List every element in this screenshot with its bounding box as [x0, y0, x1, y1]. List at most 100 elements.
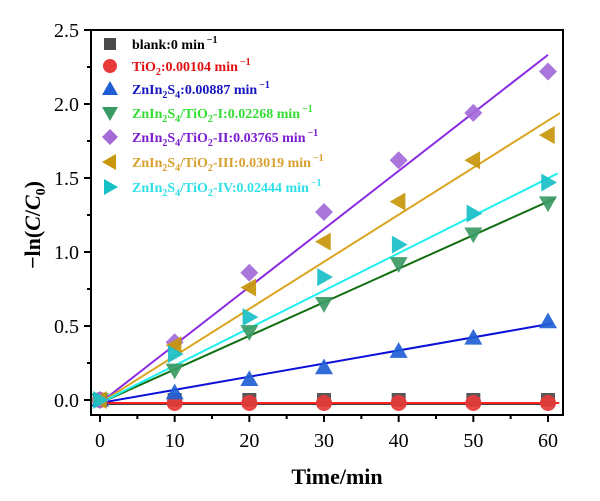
- data-point: [391, 235, 408, 254]
- legend-label-part: 4: [175, 90, 180, 101]
- y-tick-label: 0.0: [54, 390, 79, 412]
- legend-label-part: 2: [208, 114, 213, 125]
- legend-label-part: 2: [162, 188, 167, 199]
- data-point: [541, 173, 557, 192]
- data-point: [241, 394, 258, 411]
- y-tick-label: 1.0: [54, 242, 79, 264]
- legend-label-part: 4: [175, 114, 180, 125]
- legend-label-part: -IV:0.02444 min: [213, 181, 309, 196]
- legend-label-part: -III:0.03019 min: [213, 156, 311, 171]
- data-markers: [91, 62, 557, 411]
- legend-label-part: S: [167, 131, 175, 146]
- legend-label-part: 4: [175, 163, 180, 174]
- legend-label-part: 2: [208, 138, 213, 149]
- data-point: [540, 394, 556, 411]
- data-point: [93, 391, 109, 409]
- plot-frame: [90, 29, 564, 416]
- data-point: [315, 358, 333, 375]
- legend-label: ZnIn2S4/TiO2-I:0.02268 min −1: [132, 104, 313, 125]
- legend-label-part: S: [167, 156, 175, 171]
- legend-label-part: blank:0 min: [132, 38, 205, 53]
- legend-label: TiO2:0.00104 min −1: [132, 57, 251, 78]
- data-point: [390, 394, 407, 411]
- series-znin2s4-tio2-iv: [93, 173, 557, 409]
- legend-label-part: 2: [156, 67, 161, 78]
- data-point: [316, 394, 332, 411]
- legend-label-part: −1: [207, 35, 218, 46]
- data-point: [167, 345, 184, 364]
- y-tick-label: 2.5: [54, 20, 79, 42]
- legend-label-part: ZnIn: [132, 131, 163, 146]
- x-tick-label: 40: [389, 430, 409, 452]
- x-axis-title: Time/min: [291, 464, 382, 489]
- legend-item: ZnIn2S4:0.00887 min −1: [102, 80, 270, 101]
- y-tick-label: 2.0: [54, 94, 79, 116]
- data-point: [464, 328, 483, 345]
- legend-marker: [104, 38, 116, 50]
- legend-label-part: −1: [307, 128, 318, 139]
- legend-label: ZnIn2S4/TiO2-III:0.03019 min −1: [132, 153, 324, 174]
- legend-label-part: -II:0.03765 min: [213, 131, 306, 146]
- legend-label-part: 2: [162, 163, 167, 174]
- legend-marker: [103, 59, 117, 73]
- legend-label-part: /TiO: [179, 181, 208, 196]
- y-axis-title: −ln(C/C0): [20, 181, 49, 269]
- x-axis: 0 10 20 30 40 50 60: [95, 415, 558, 452]
- data-point: [539, 312, 557, 329]
- legend-label-part: 4: [175, 138, 180, 149]
- legend-marker: [102, 107, 118, 121]
- legend-label: blank:0 min −1: [132, 35, 217, 53]
- data-point: [464, 151, 481, 170]
- data-point: [315, 232, 331, 251]
- legend-label-part: S: [167, 107, 175, 122]
- data-point: [317, 268, 333, 287]
- y-title-part: ): [20, 181, 45, 188]
- data-point: [315, 203, 333, 222]
- legend-label-part: 2: [162, 90, 167, 101]
- data-point: [465, 394, 482, 411]
- data-point: [389, 257, 408, 273]
- data-point: [464, 227, 483, 244]
- data-point: [539, 62, 557, 81]
- x-tick-label: 50: [463, 430, 483, 452]
- legend-label-part: /TiO: [179, 107, 208, 122]
- legend-label-part: ZnIn: [132, 83, 163, 98]
- legend-item: ZnIn2S4/TiO2-IV:0.02444 min −1: [104, 178, 322, 199]
- x-tick-label: 60: [538, 430, 558, 452]
- x-tick-label: 10: [165, 430, 185, 452]
- legend-label-part: ZnIn: [132, 156, 163, 171]
- legend-item: ZnIn2S4/TiO2-I:0.02268 min −1: [102, 104, 313, 125]
- legend-label-part: /TiO: [179, 131, 208, 146]
- data-point: [240, 278, 257, 297]
- legend-marker: [102, 81, 118, 95]
- legend-item: ZnIn2S4/TiO2-III:0.03019 min −1: [102, 153, 324, 174]
- x-tick-label: 30: [314, 430, 334, 452]
- legend-label-part: S: [167, 181, 175, 196]
- x-tick-label: 0: [95, 430, 105, 452]
- data-point: [165, 383, 184, 400]
- legend-label-part: -I:0.02268 min: [213, 107, 300, 122]
- legend-label-part: ZnIn: [132, 181, 163, 196]
- legend-label-part: −1: [259, 80, 270, 91]
- y-tick-label: 0.5: [54, 316, 79, 338]
- legend-label: ZnIn2S4:0.00887 min −1: [132, 80, 270, 101]
- data-point: [315, 297, 333, 313]
- legend-label-part: 2: [162, 114, 167, 125]
- legend-label-part: −1: [313, 153, 324, 164]
- data-point: [464, 103, 483, 122]
- legend-label-part: TiO: [132, 60, 156, 75]
- y-axis: 0.0 0.5 1.0 1.5 2.0 2.5: [54, 20, 91, 412]
- legend-label-part: 2: [162, 138, 167, 149]
- data-point: [240, 263, 259, 282]
- legend-item: blank:0 min −1: [104, 35, 217, 53]
- legend-label-part: −1: [311, 178, 322, 189]
- y-title-part: −ln(: [20, 231, 45, 269]
- legend-marker: [102, 154, 116, 170]
- legend-item: TiO2:0.00104 min −1: [103, 57, 251, 78]
- y-title-part: 0: [34, 188, 49, 195]
- data-point: [240, 325, 259, 341]
- legend-label-part: −1: [240, 57, 251, 68]
- data-point: [466, 204, 483, 223]
